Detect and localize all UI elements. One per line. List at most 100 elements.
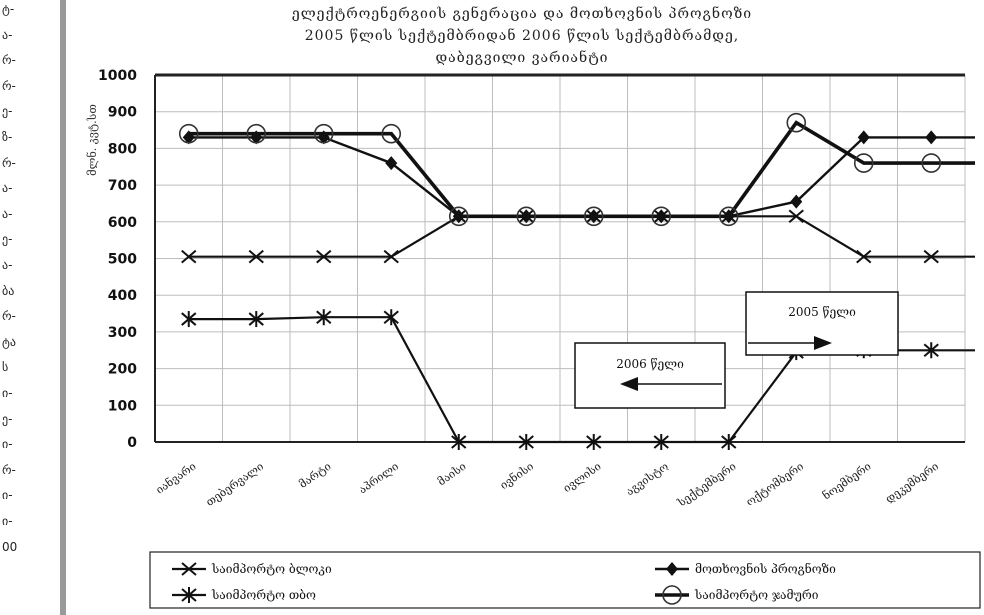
data-point [178, 123, 199, 144]
annotation-2005-label: 2005 წელი [788, 305, 856, 319]
legend-box [149, 551, 981, 609]
legend-item: საიმპორტო ჯამური [655, 585, 819, 605]
y-tick-label: 900 [108, 105, 137, 121]
left-strip-line: ი- [2, 437, 13, 452]
data-point [516, 206, 537, 227]
data-point [181, 311, 197, 328]
legend-item: საიმპორტო თბო [172, 587, 316, 603]
left-strip-line: რ- [2, 53, 16, 68]
y-tick-label: 200 [108, 362, 137, 378]
left-strip-line: ა- [2, 258, 13, 272]
legend-item: საიმპორტო ბლოკი [172, 562, 332, 576]
data-point [451, 434, 467, 450]
data-point [383, 309, 399, 326]
y-tick-label: 500 [108, 252, 137, 268]
x-tick-label: აპრილი [356, 460, 401, 497]
frame-border [60, 0, 66, 615]
x-tick-label: იანვარი [153, 460, 198, 497]
x-tick-label: ივნისი [498, 460, 536, 492]
left-strip-line: რ- [2, 462, 16, 477]
left-text-strip: ტ-ა-რ-რ-ე-ზ-რ-ა-ა-ე-ა-ბა რ-ტა ს ი-ე-ი-რ-ი-ი… [0, 0, 60, 615]
left-strip-line: ა- [2, 181, 13, 196]
data-point [856, 249, 872, 264]
legend-label: საიმპორტო ბლოკი [211, 562, 332, 576]
chart-title-line-2: 2005 წლის სექტემბრიდან 2006 წლის სექტემბ… [305, 26, 740, 44]
x-tick-label: მაისი [435, 460, 468, 489]
data-point [248, 249, 264, 264]
data-point [651, 206, 672, 227]
left-strip-line: რ- [2, 309, 16, 324]
data-point [181, 562, 197, 576]
data-point [921, 153, 942, 173]
data-point [857, 130, 870, 145]
y-tick-label: 700 [108, 178, 137, 194]
left-strip-line: ტ- [2, 2, 15, 16]
x-tick-label: დეკემბერი [883, 460, 941, 506]
data-point [448, 206, 469, 227]
data-point [248, 311, 264, 328]
data-point [853, 153, 874, 173]
data-point [316, 249, 332, 264]
data-point [385, 156, 398, 171]
data-point [790, 194, 803, 209]
series-line [188, 120, 975, 219]
data-point [721, 434, 737, 450]
x-tick-label: ნოემბერი [820, 460, 873, 503]
left-strip-line: ს [2, 360, 9, 375]
left-strip-line: ბა [2, 283, 15, 298]
data-point [381, 123, 402, 144]
y-tick-label: 600 [108, 215, 137, 231]
left-strip-line: 00 [2, 539, 18, 554]
data-point [786, 112, 807, 133]
chart-title: ელექტროენერგიის გენერაცია და მოთხოვნის პ… [292, 4, 752, 66]
x-tick-label: ოქტომბერი [744, 460, 806, 509]
data-point [925, 130, 938, 145]
left-strip-line: რ- [2, 78, 16, 93]
data-point [316, 309, 332, 326]
annotation-2006: 2006 წელი [574, 342, 726, 409]
y-tick-label: 100 [108, 398, 137, 414]
left-strip-line: ე- [2, 411, 13, 426]
left-strip-line: ე- [2, 232, 13, 247]
data-point [923, 342, 939, 359]
chart-title-line-3: დაბეგვილი ვარიანტი [436, 48, 609, 66]
data-point [653, 434, 669, 450]
x-tick-label: ივლისი [561, 460, 604, 495]
left-strip-line: ა- [2, 206, 13, 221]
data-point [662, 585, 682, 605]
x-tick-label: მარტი [297, 460, 334, 491]
y-tick-label: 400 [108, 288, 137, 304]
x-tick-label: სექტემბერი [675, 460, 739, 510]
left-strip-line: ზ- [2, 130, 13, 144]
y-tick-label: 800 [108, 141, 137, 157]
y-tick-label: 300 [108, 325, 137, 341]
left-strip-line: ტა [2, 334, 16, 349]
y-tick-label: 0 [127, 435, 137, 451]
left-strip-line: ე- [2, 104, 13, 119]
data-point [246, 123, 267, 144]
data-point [181, 587, 197, 603]
y-tick-label: 1000 [98, 68, 137, 84]
x-tick-label: აგვისტო [624, 460, 671, 499]
legend-item: მოთხოვნის პროგნოზი [655, 561, 836, 576]
left-strip-line: ა- [2, 27, 13, 42]
data-point [718, 206, 739, 227]
data-point [923, 249, 939, 264]
legend-label: საიმპორტო ჯამური [694, 588, 819, 602]
annotation-2005: 2005 წელი [745, 291, 899, 356]
data-point [666, 562, 678, 576]
data-point [181, 249, 197, 264]
data-point [788, 209, 804, 224]
legend-label: მოთხოვნის პროგნოზი [695, 561, 836, 576]
annotation-2006-label: 2006 წელი [616, 357, 684, 371]
y-axis-label: მლნ. კვტ.სთ [86, 104, 99, 176]
left-strip-line: ი- [2, 488, 13, 503]
legend-label: საიმპორტო თბო [211, 588, 316, 602]
data-point [583, 206, 604, 227]
chart-title-line-1: ელექტროენერგიის გენერაცია და მოთხოვნის პ… [292, 4, 752, 22]
x-tick-label: თებერვალი [204, 460, 266, 509]
data-point [586, 434, 602, 450]
data-point [313, 123, 334, 144]
data-point [383, 249, 399, 264]
